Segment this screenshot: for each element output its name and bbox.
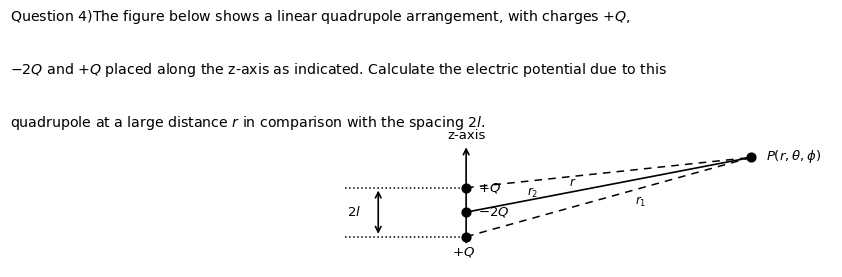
Text: quadrupole at a large distance $r$ in comparison with the spacing $2l$.: quadrupole at a large distance $r$ in co… [10, 114, 486, 132]
Text: $+Q$: $+Q$ [478, 181, 501, 195]
Point [460, 210, 473, 214]
Text: $-2Q$: $-2Q$ [478, 205, 509, 219]
Point [460, 234, 473, 239]
Point [744, 155, 758, 160]
Text: z-axis: z-axis [447, 129, 485, 142]
Text: Question 4)The figure below shows a linear quadrupole arrangement, with charges : Question 4)The figure below shows a line… [10, 8, 631, 26]
Text: $P(r, \theta, \phi)$: $P(r, \theta, \phi)$ [766, 148, 821, 165]
Text: $2l$: $2l$ [347, 205, 361, 219]
Text: $-2Q$ and $+Q$ placed along the z-axis as indicated. Calculate the electric pote: $-2Q$ and $+Q$ placed along the z-axis a… [10, 61, 667, 79]
Point [460, 186, 473, 190]
Text: $r$: $r$ [569, 176, 576, 189]
Text: $r_2$: $r_2$ [526, 186, 538, 200]
Text: $r_1$: $r_1$ [635, 194, 647, 209]
Text: $+Q$: $+Q$ [451, 245, 475, 259]
